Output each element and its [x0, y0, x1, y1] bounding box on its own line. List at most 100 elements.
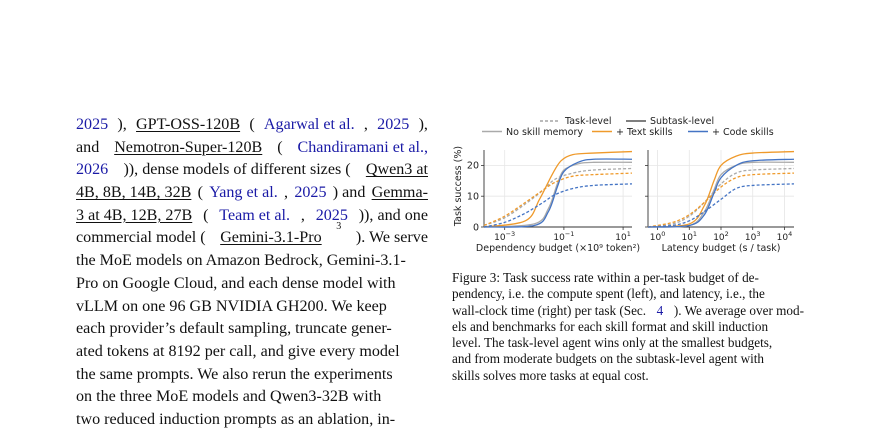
- citation-link[interactable]: Yang et al.: [209, 184, 278, 202]
- x-tick-label: 100: [650, 230, 666, 243]
- x-tick-label: 10−3: [494, 230, 515, 243]
- text-segment: vLLM on one 96 GB NVIDIA GH200. We keep: [76, 297, 387, 315]
- text-line: on the three MoE models and Qwen3-32B wi…: [76, 386, 428, 409]
- citation-link[interactable]: Chandiramani et al.,: [297, 138, 429, 156]
- x-axis-label: Dependency budget (×10⁹ token²): [476, 243, 640, 254]
- text-line: the same prompts. We also rerun the expe…: [76, 364, 428, 387]
- text-line: the MoE models on Amazon Bedrock, Gemini…: [76, 250, 428, 273]
- series-line-no-skill-memory-task-level: [483, 167, 633, 227]
- text-segment: (: [249, 116, 255, 133]
- x-tick-label: 101: [615, 230, 631, 243]
- text-segment: Figure 3: Task success rate within a per…: [452, 270, 759, 285]
- text-segment: Pro on Google Cloud, and each dense mode…: [76, 274, 396, 292]
- y-tick-label: 0: [473, 222, 479, 233]
- text-segment: and from moderate budgets on the subtask…: [452, 351, 765, 367]
- text-segment: pendency, i.e. the compute spent (left),…: [452, 286, 765, 302]
- legend: Task-level Subtask-level No skill memory…: [482, 116, 774, 138]
- series-line-code-skills-task-level: [647, 183, 795, 228]
- text-line: two reduced induction prompts as an abla…: [76, 409, 428, 432]
- text-segment: ated tokens at 8192 per call, and give e…: [76, 342, 400, 360]
- text-line: 4B, 8B, 14B, 32B ( Yang et al., 2025 ) and…: [76, 182, 428, 205]
- text-segment: ) and: [332, 184, 366, 202]
- text-segment: (: [277, 138, 283, 156]
- text-segment: ). We serve: [355, 229, 428, 247]
- text-segment: on the three MoE models and Qwen3-32B wi…: [76, 388, 382, 406]
- text-line: 2025), GPT-OSS-120B (Agarwal et al., 202…: [76, 114, 428, 137]
- text-segment: ),: [117, 116, 127, 133]
- series-line-text-skills-task-level: [647, 172, 795, 228]
- figure-3-caption: Figure 3: Task success rate within a per…: [452, 270, 804, 384]
- legend-label-code-skills: + Code skills: [712, 127, 774, 138]
- text-segment: els and benchmarks for each skill format…: [452, 318, 769, 334]
- caption-line: els and benchmarks for each skill format…: [452, 319, 804, 335]
- text-segment: )), and one: [358, 206, 428, 224]
- series-line-no-skill-memory-subtask-level: [483, 161, 633, 228]
- body-text-column: 2025), GPT-OSS-120B (Agarwal et al., 202…: [76, 114, 428, 432]
- citation-link[interactable]: 2025: [315, 206, 348, 224]
- text-segment: ,: [300, 206, 305, 224]
- text-line: commercial model ( Gemini-3.1-Pro 3 ). We s…: [76, 221, 428, 250]
- text-line: Pro on Google Cloud, and each dense mode…: [76, 273, 428, 296]
- series-line-code-skills-subtask-level: [483, 158, 633, 228]
- legend-label-no-skill-memory: No skill memory: [506, 127, 583, 138]
- text-segment: two reduced induction prompts as an abla…: [76, 410, 396, 428]
- text-segment: 3: [336, 221, 342, 233]
- text-segment: the same prompts. We also rerun the expe…: [76, 365, 393, 383]
- legend-label-task-level: Task-level: [564, 116, 612, 127]
- text-line: 3 at 4B, 12B, 27B ( Team et al., 2025 )), …: [76, 205, 428, 228]
- text-segment: level. The task-level agent wins only at…: [452, 335, 773, 351]
- text-segment: )), dense models of different sizes (: [123, 161, 351, 179]
- text-segment: wall-clock time (right) per task (Sec.: [452, 302, 647, 318]
- x-tick-label: 104: [777, 230, 793, 243]
- text-segment: ). We average over mod-: [673, 302, 804, 318]
- text-line: ated tokens at 8192 per call, and give e…: [76, 341, 428, 364]
- text-line: each provider’s default sampling, trunca…: [76, 318, 428, 341]
- text-segment: ),: [418, 116, 428, 133]
- text-line: vLLM on one 96 GB NVIDIA GH200. We keep: [76, 296, 428, 319]
- citation-link[interactable]: 2025: [294, 184, 327, 202]
- legend-label-subtask-level: Subtask-level: [650, 116, 714, 127]
- y-axis-label: Task success (%): [453, 146, 464, 227]
- caption-line: skills solves more tasks at equal cost.: [452, 368, 804, 384]
- series-line-code-skills-task-level: [483, 183, 633, 228]
- x-tick-label: 103: [745, 230, 761, 243]
- caption-line: pendency, i.e. the compute spent (left),…: [452, 286, 804, 302]
- citation-link[interactable]: 2025: [377, 116, 410, 133]
- text-segment: ,: [284, 184, 289, 202]
- text-segment: the MoE models on Amazon Bedrock, Gemini…: [76, 252, 406, 270]
- text-segment: and: [76, 138, 100, 156]
- text-segment: ,: [363, 116, 368, 133]
- citation-link[interactable]: Team et al.: [219, 206, 291, 224]
- y-tick-label: 20: [467, 161, 479, 172]
- series-line-text-skills-task-level: [483, 172, 633, 227]
- model-name: Gemini-3.1-Pro: [220, 229, 322, 247]
- text-line: 2026 )), dense models of different sizes …: [76, 159, 428, 182]
- series-line-text-skills-subtask-level: [483, 150, 633, 228]
- x-tick-label: 102: [713, 230, 729, 243]
- caption-line: Figure 3: Task success rate within a per…: [452, 270, 804, 286]
- model-name: Gemma-: [371, 184, 428, 202]
- text-segment: commercial model (: [76, 229, 206, 247]
- figure-3: Task-level Subtask-level No skill memory…: [453, 116, 795, 254]
- citation-link[interactable]: 2025: [76, 116, 109, 133]
- caption-line: wall-clock time (right) per task (Sec. 4…: [452, 303, 804, 319]
- text-segment: (: [203, 206, 209, 224]
- citation-link[interactable]: 4: [656, 302, 664, 318]
- x-tick-label: 101: [681, 230, 697, 243]
- citation-link[interactable]: Agarwal et al.: [263, 116, 355, 133]
- series-line-text-skills-subtask-level: [647, 150, 795, 228]
- x-axis-label: Latency budget (s / task): [662, 243, 781, 254]
- text-segment: (: [197, 184, 203, 202]
- citation-link[interactable]: 2026: [76, 161, 109, 179]
- model-name: 4B, 8B, 14B, 32B: [76, 184, 192, 202]
- text-segment: skills solves more tasks at equal cost.: [452, 367, 649, 383]
- model-name: 3 at 4B, 12B, 27B: [76, 206, 193, 224]
- model-name: Qwen3 at: [365, 161, 428, 179]
- y-tick-label: 10: [467, 192, 479, 203]
- text-line: and Nemotron-Super-120B (Chandiramani et…: [76, 137, 428, 160]
- caption-line: and from moderate budgets on the subtask…: [452, 351, 804, 367]
- text-segment: each provider’s default sampling, trunca…: [76, 320, 392, 338]
- series-line-code-skills-subtask-level: [647, 158, 795, 228]
